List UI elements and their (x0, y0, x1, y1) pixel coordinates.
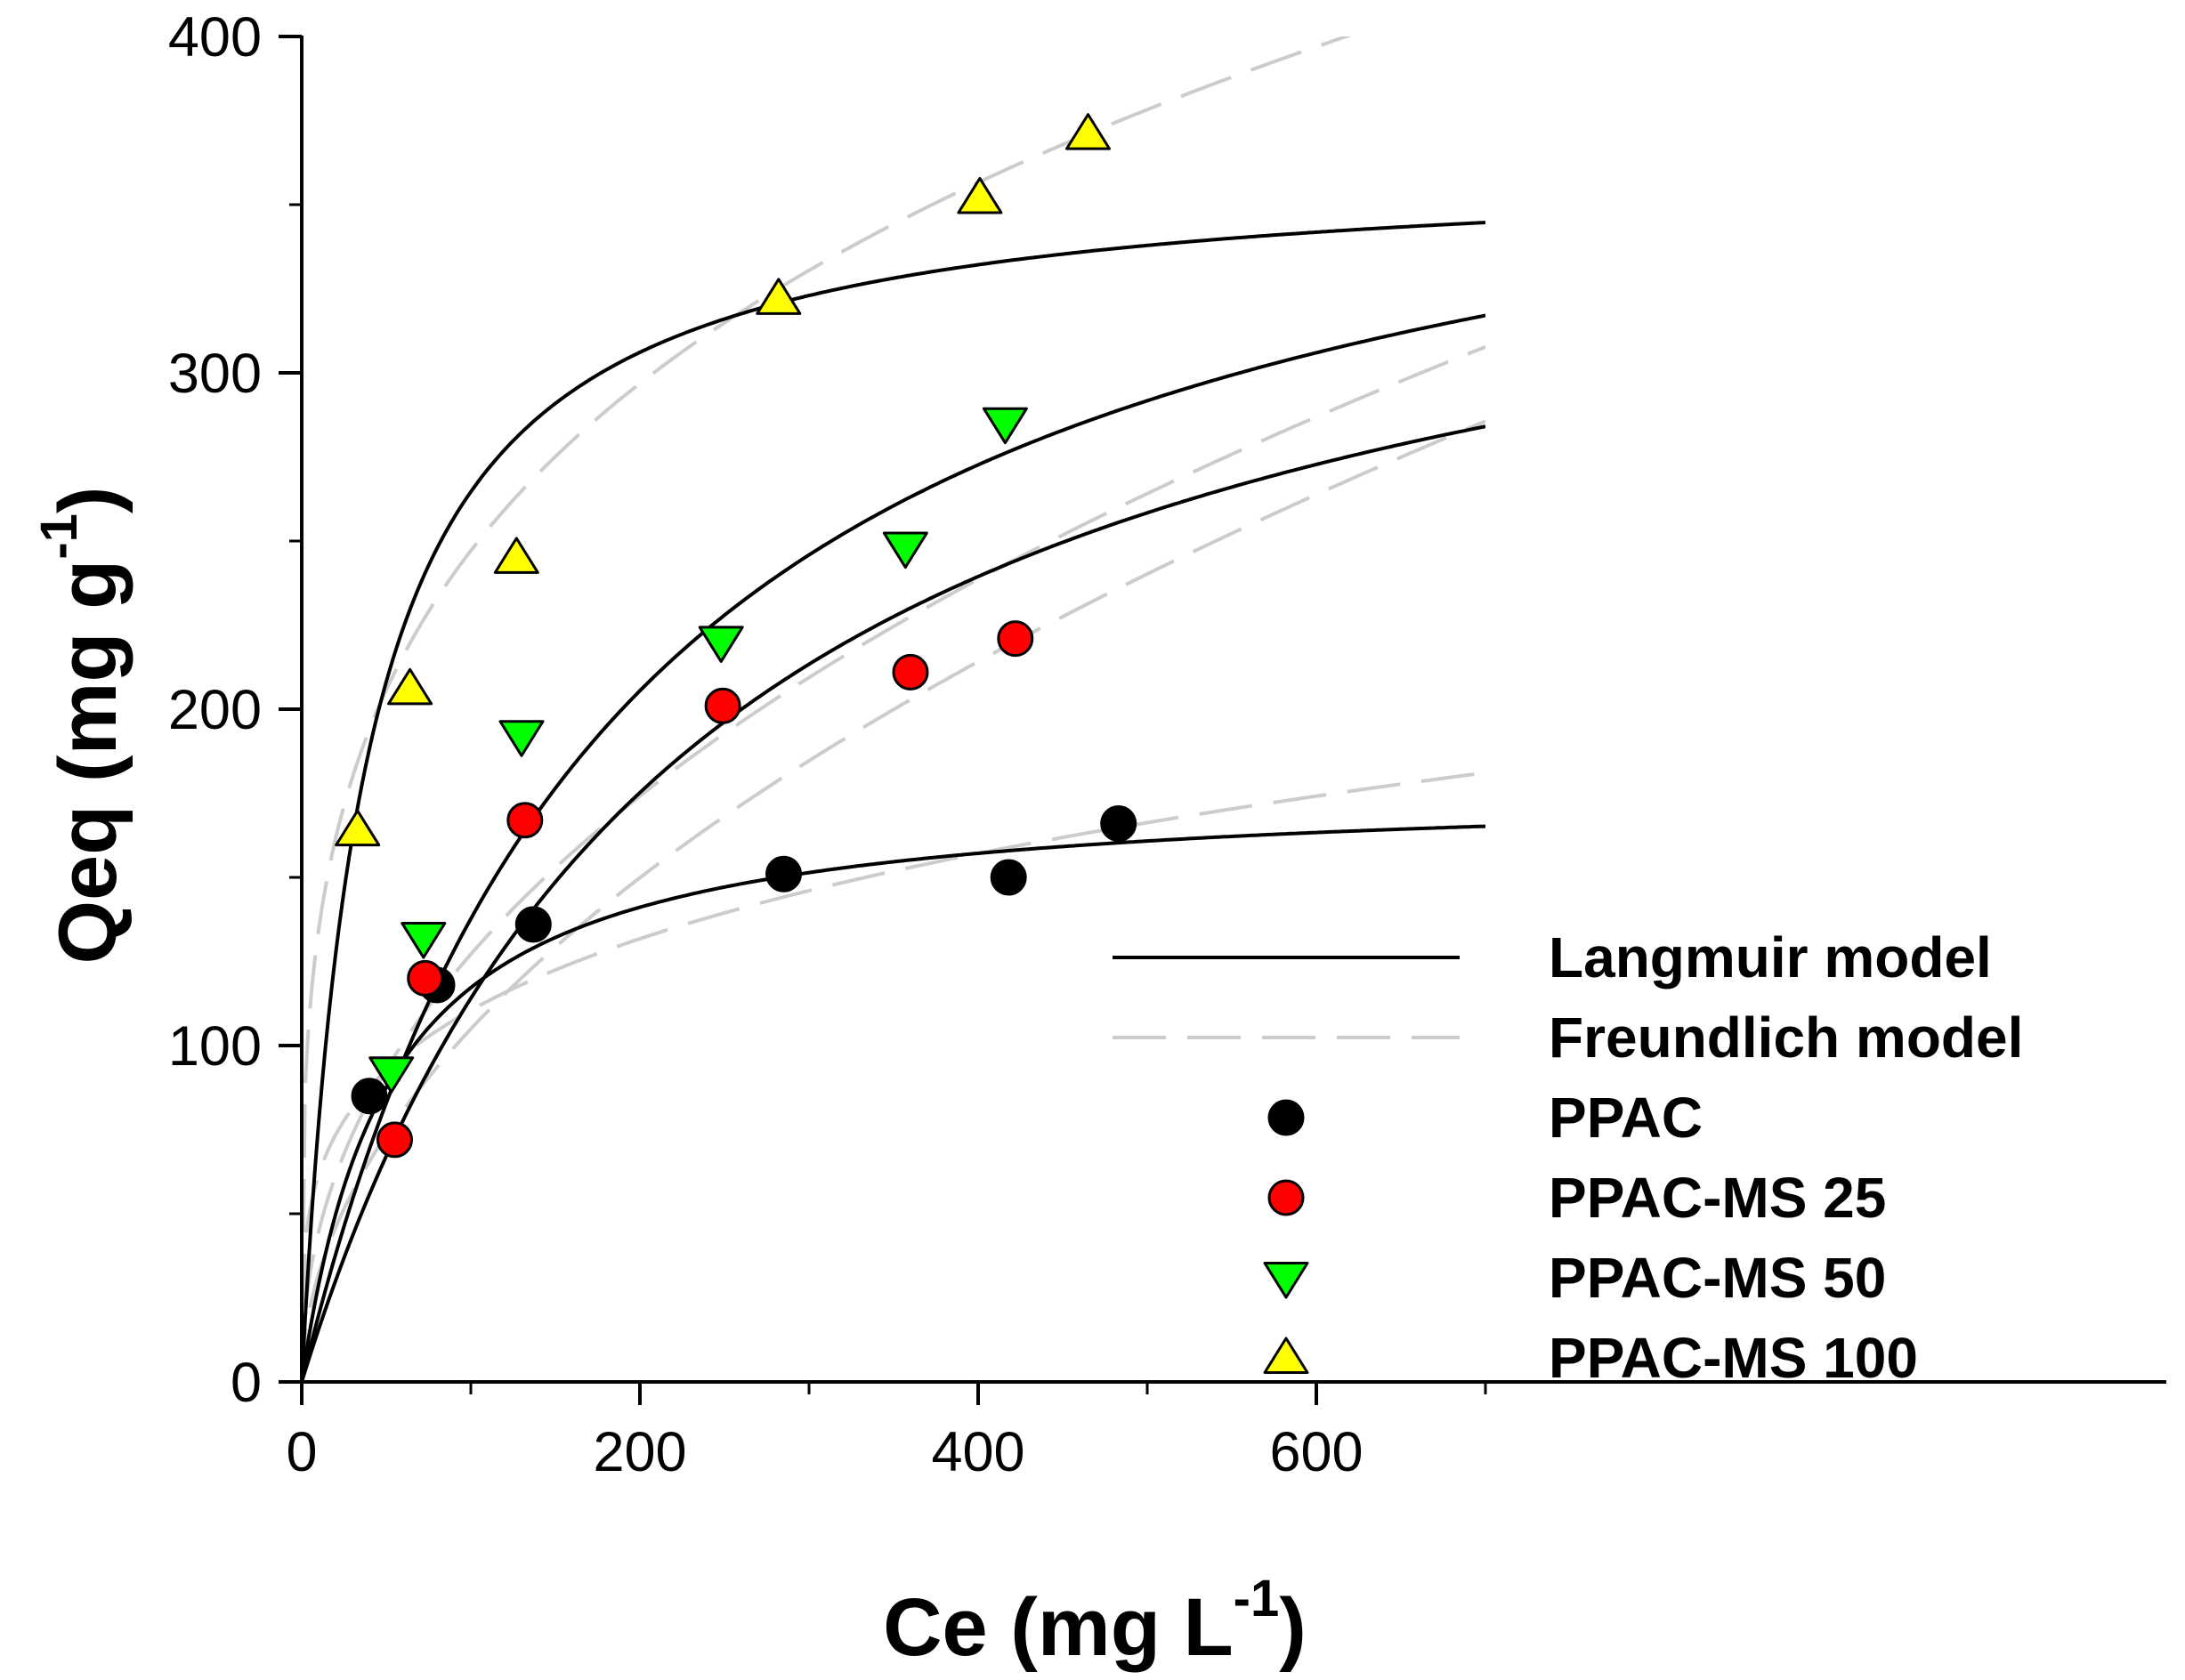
data-point (387, 667, 433, 706)
data-point (498, 720, 545, 757)
freundlich-curve (302, 419, 1485, 1382)
langmuir-curve (302, 824, 1485, 1382)
x-tick-label: 600 (1269, 1421, 1363, 1483)
data-point (351, 1078, 388, 1115)
legend-label: PPAC-MS 25 (1549, 1166, 1886, 1230)
langmuir-curve (302, 424, 1485, 1382)
data-point (407, 959, 444, 997)
legend-label: PPAC (1549, 1086, 1703, 1150)
data-point (368, 1056, 415, 1094)
data-point (401, 922, 447, 959)
data-point (376, 1121, 413, 1159)
y-axis-title: Qeq (mg g-1) (30, 486, 134, 964)
data-point (493, 537, 539, 574)
freundlich-curve (302, 345, 1485, 1382)
legend-label: Freundlich model (1549, 1006, 2023, 1070)
data-point (982, 407, 1028, 445)
legend: Langmuir model Freundlich model PPAC PPAC-M… (1113, 925, 2023, 1390)
y-axis-title-sup: -1 (30, 513, 88, 560)
x-tick-label: 200 (593, 1421, 686, 1483)
y-tick-label: 400 (168, 6, 262, 69)
legend-label: PPAC-MS 50 (1549, 1246, 1886, 1310)
x-axis-title-sup: -1 (1234, 1570, 1280, 1628)
legend-marker (1267, 1179, 1305, 1216)
data-point (335, 809, 381, 847)
data-point (957, 176, 1003, 214)
y-axis-title-tail: ) (43, 486, 134, 513)
data-point (514, 906, 552, 943)
data-point (1100, 805, 1137, 843)
data-point (698, 626, 744, 663)
data-point (704, 687, 741, 724)
y-tick-label: 100 (168, 1015, 262, 1078)
ticks: 0 200 400 600 0 100 200 300 400 (168, 6, 1487, 1483)
model-curves (302, 36, 1485, 1382)
data-point (990, 859, 1027, 896)
data-point (882, 531, 928, 569)
data-point (892, 653, 929, 691)
freundlich-curve (302, 36, 1352, 1382)
langmuir-curve (302, 313, 1485, 1382)
legend-marker (1263, 1337, 1309, 1374)
data-point (506, 802, 544, 839)
data-point (765, 855, 802, 892)
x-tick-label: 0 (286, 1421, 317, 1483)
legend-label: Langmuir model (1549, 925, 1992, 989)
y-tick-label: 200 (168, 679, 262, 741)
x-axis-title-tail: ) (1279, 1582, 1307, 1673)
legend-marker (1263, 1262, 1309, 1299)
data-point (756, 278, 802, 315)
data-points (335, 113, 1137, 1159)
freundlich-curve (302, 771, 1485, 1382)
legend-label: PPAC-MS 100 (1549, 1326, 1918, 1390)
y-tick-label: 300 (168, 343, 262, 405)
y-tick-label: 0 (231, 1352, 262, 1414)
data-point (1065, 113, 1111, 150)
x-axis-title: Ce (mg L-1) (883, 1570, 1307, 1673)
legend-marker (1267, 1099, 1305, 1136)
langmuir-curve (302, 221, 1485, 1382)
data-point (997, 620, 1034, 658)
x-tick-label: 400 (931, 1421, 1024, 1483)
